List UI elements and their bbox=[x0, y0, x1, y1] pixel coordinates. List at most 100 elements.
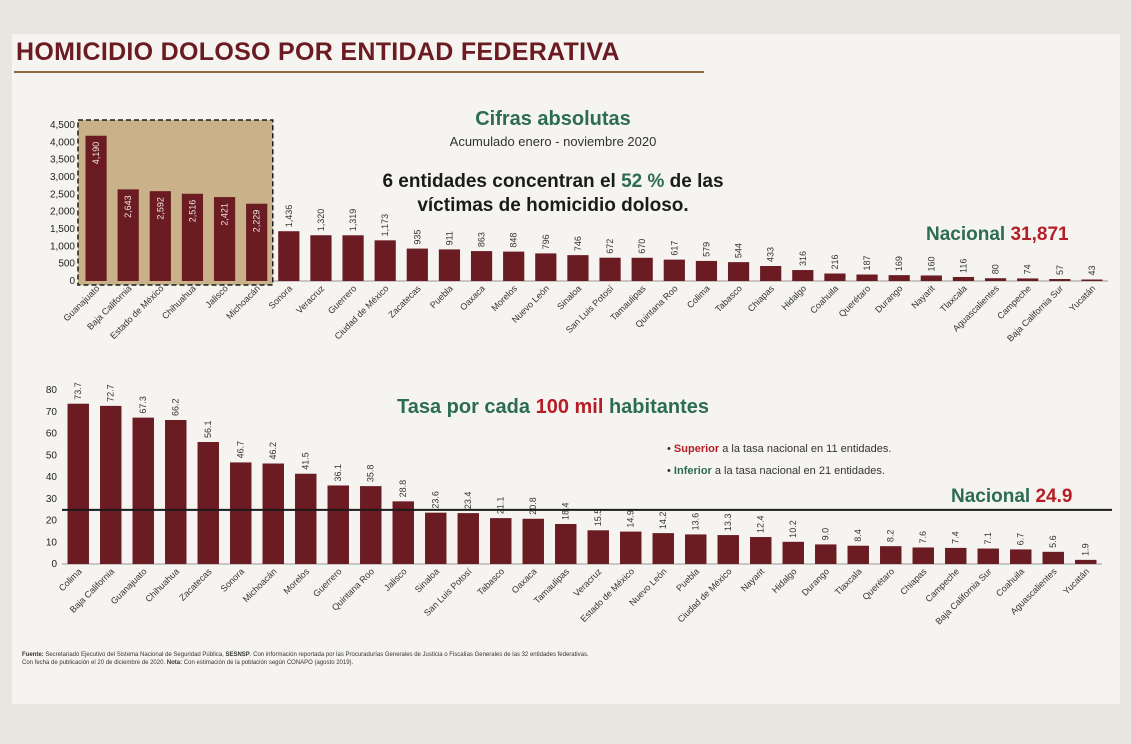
legend-superior: • Superior a la tasa nacional en 11 enti… bbox=[667, 438, 891, 460]
footnote-sesnsp: SESNSP bbox=[225, 652, 250, 658]
y-tick-label: 30 bbox=[46, 494, 58, 505]
bar bbox=[310, 235, 332, 281]
category-label: Zacatecas bbox=[386, 283, 423, 320]
value-label: 43 bbox=[1087, 265, 1097, 275]
bar bbox=[522, 518, 544, 564]
y-tick-label: 60 bbox=[46, 429, 58, 440]
bar bbox=[880, 546, 902, 564]
value-label: 23.4 bbox=[463, 492, 473, 510]
y-tick-label: 40 bbox=[46, 472, 58, 483]
value-label: 1,319 bbox=[348, 209, 358, 232]
category-label: Sinaloa bbox=[413, 566, 441, 594]
category-label: Chihuahua bbox=[160, 283, 198, 321]
bar bbox=[503, 251, 525, 281]
value-label: 35.8 bbox=[366, 465, 376, 483]
value-label: 2,592 bbox=[155, 197, 165, 220]
category-label: Oaxaca bbox=[458, 283, 487, 312]
y-tick-label: 1,000 bbox=[50, 241, 75, 252]
bar bbox=[977, 548, 999, 564]
bar bbox=[213, 197, 236, 281]
bar bbox=[945, 547, 967, 564]
top-national-total: Nacional 31,871 bbox=[926, 224, 1069, 246]
value-label: 848 bbox=[509, 233, 519, 248]
value-label: 46.7 bbox=[236, 441, 246, 459]
bar bbox=[100, 405, 122, 564]
page-title: HOMICIDIO DOLOSO POR ENTIDAD FEDERATIVA bbox=[16, 38, 620, 66]
bar bbox=[374, 240, 396, 281]
value-label: 6.7 bbox=[1016, 533, 1026, 546]
bar bbox=[278, 231, 300, 281]
bar bbox=[1081, 279, 1103, 281]
value-label: 2,229 bbox=[252, 210, 262, 233]
category-label: Puebla bbox=[674, 566, 701, 593]
bar bbox=[888, 275, 910, 281]
value-label: 57 bbox=[1055, 265, 1065, 275]
bar bbox=[230, 462, 252, 564]
headline-part-a: 6 entidades concentran el bbox=[382, 171, 622, 192]
y-tick-label: 3,500 bbox=[50, 155, 75, 166]
value-label: 863 bbox=[477, 232, 487, 247]
value-label: 746 bbox=[573, 236, 583, 251]
top-national-value: 31,871 bbox=[1010, 224, 1069, 245]
bar bbox=[984, 278, 1007, 281]
value-label: 14.9 bbox=[626, 510, 636, 528]
category-label: Sinaloa bbox=[555, 283, 583, 311]
bar bbox=[490, 518, 512, 564]
value-label: 67.3 bbox=[138, 396, 148, 414]
bottom-subtitle-c: habitantes bbox=[603, 396, 709, 418]
value-label: 46.2 bbox=[268, 442, 278, 460]
top-national-label: Nacional bbox=[926, 224, 1006, 245]
y-tick-label: 0 bbox=[51, 559, 57, 570]
footnote-line2-b: Con estimación de la población según CON… bbox=[182, 660, 354, 666]
title-underline bbox=[14, 71, 704, 73]
category-label: Chihuahua bbox=[143, 566, 181, 604]
headline-line2: víctimas de homicidio doloso. bbox=[417, 195, 689, 216]
bar bbox=[132, 417, 154, 564]
value-label: 433 bbox=[766, 247, 776, 262]
rate-legend: • Superior a la tasa nacional en 11 enti… bbox=[667, 438, 891, 482]
legend-superior-text: a la tasa nacional en 11 entidades. bbox=[719, 443, 892, 455]
bar bbox=[1049, 279, 1071, 281]
y-tick-label: 80 bbox=[46, 385, 58, 396]
category-label: Morelos bbox=[281, 566, 311, 596]
bar bbox=[815, 544, 837, 564]
category-label: Tabasco bbox=[475, 566, 506, 597]
category-label: Tlaxcala bbox=[833, 566, 864, 597]
bar bbox=[149, 191, 171, 281]
y-tick-label: 3,000 bbox=[50, 172, 75, 183]
bar bbox=[470, 251, 493, 281]
legend-superior-word: Superior bbox=[673, 443, 720, 455]
value-label: 13.6 bbox=[691, 513, 701, 531]
bar bbox=[165, 420, 187, 564]
value-label: 80 bbox=[991, 264, 1001, 274]
value-label: 544 bbox=[734, 243, 744, 258]
bar bbox=[392, 501, 414, 564]
bar bbox=[181, 193, 204, 281]
category-label: Colima bbox=[57, 566, 84, 593]
category-label: Hidalgo bbox=[770, 566, 799, 595]
value-label: 579 bbox=[701, 242, 711, 257]
footnote-line2-a: Con fecha de publicación el 20 de diciem… bbox=[22, 660, 167, 666]
value-label: 316 bbox=[798, 251, 808, 266]
category-label: Chiapas bbox=[898, 566, 929, 597]
value-label: 169 bbox=[894, 256, 904, 271]
category-label: Jalisco bbox=[382, 566, 409, 593]
bottom-national-label: Nacional bbox=[951, 486, 1031, 507]
bar bbox=[856, 274, 878, 281]
value-label: 1,320 bbox=[316, 209, 326, 232]
value-label: 187 bbox=[862, 255, 872, 270]
legend-bullet: • bbox=[667, 465, 671, 477]
bar bbox=[197, 441, 219, 564]
bar bbox=[1017, 278, 1039, 281]
category-label: Tabasco bbox=[713, 283, 744, 314]
y-tick-label: 500 bbox=[58, 259, 75, 270]
top-chart-subtitle: Cifras absolutas bbox=[475, 108, 631, 130]
bar bbox=[599, 257, 621, 281]
category-label: Coahuila bbox=[808, 283, 840, 315]
legend-bullet: • bbox=[667, 443, 671, 455]
bottom-chart-subtitle: Tasa por cada 100 mil habitantes bbox=[0, 396, 1106, 419]
value-label: 116 bbox=[958, 259, 968, 273]
bar bbox=[920, 275, 942, 281]
category-label: Sonora bbox=[219, 566, 247, 594]
bar bbox=[295, 473, 317, 564]
